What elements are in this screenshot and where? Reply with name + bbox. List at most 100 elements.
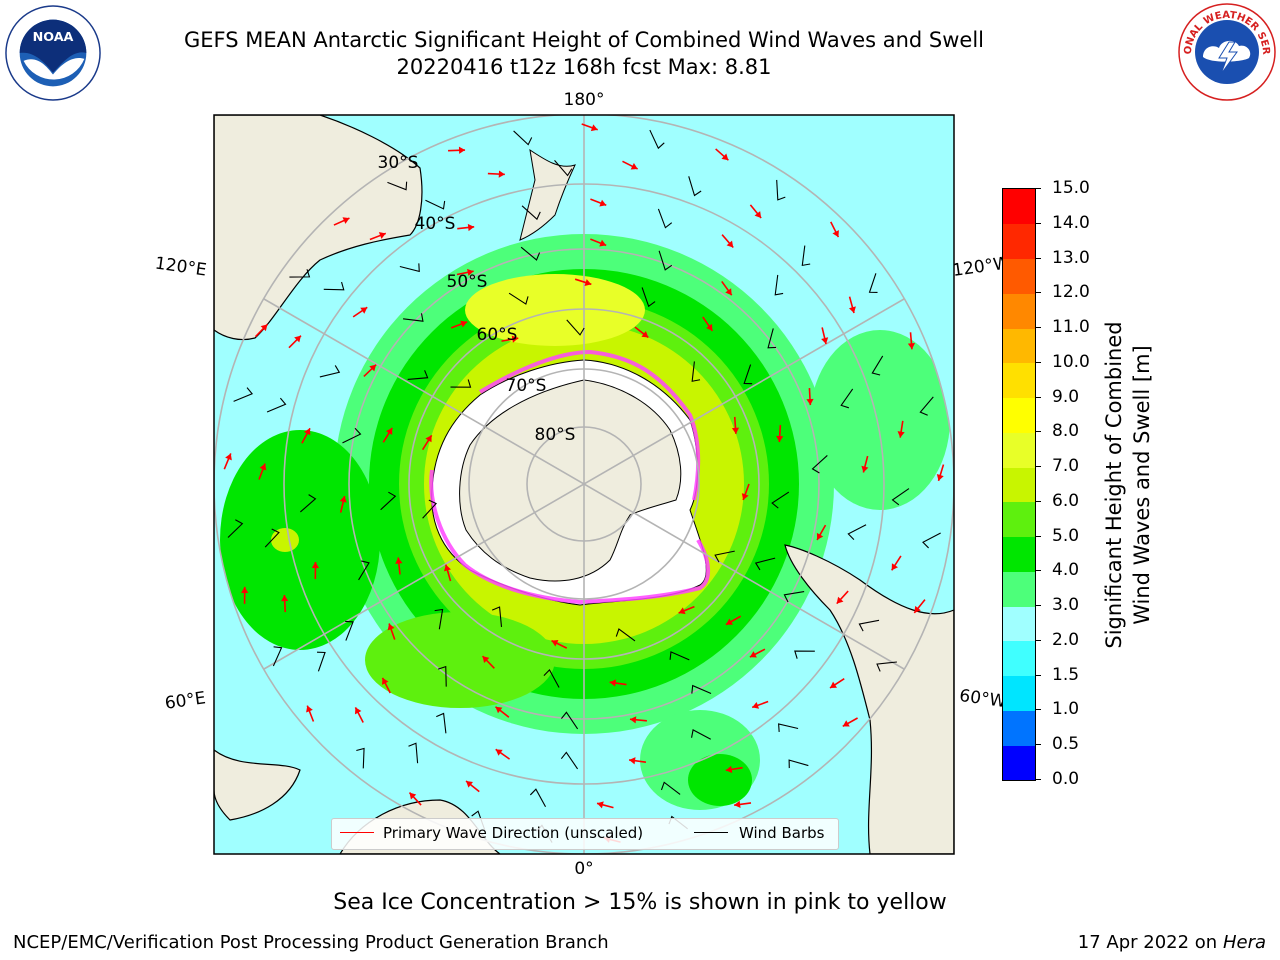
wave-direction-arrow xyxy=(590,238,607,247)
wave-direction-arrow xyxy=(715,148,729,161)
colorbar-tick-label: 11.0 xyxy=(1052,317,1090,338)
wave-direction-arrow xyxy=(821,327,829,345)
graticule xyxy=(214,115,954,854)
colorbar-tick-label: 12.0 xyxy=(1052,282,1090,303)
wave-direction-arrow xyxy=(481,655,495,669)
colorbar-tick-label: 4.0 xyxy=(1052,560,1080,581)
wave-direction-arrow xyxy=(339,495,347,513)
colorbar-segment xyxy=(1003,710,1035,746)
colorbar-tick-label: 14.0 xyxy=(1052,212,1090,233)
wave-direction-arrow xyxy=(907,332,916,350)
colorbar-tick xyxy=(1035,431,1041,433)
wave-direction-arrow xyxy=(387,623,396,640)
colorbar-tick xyxy=(1035,605,1041,607)
chart-title: GEFS MEAN Antarctic Significant Height o… xyxy=(183,28,985,52)
wave-direction-arrow xyxy=(725,615,742,626)
wind-barb xyxy=(356,747,365,769)
wind-barb xyxy=(437,665,447,687)
wave-direction-arrow xyxy=(465,780,480,793)
colorbar-segment xyxy=(1003,606,1035,642)
wind-barb xyxy=(560,751,579,770)
wind-barb xyxy=(657,208,673,229)
wave-direction-arrow xyxy=(581,123,598,132)
wave-direction-arrow xyxy=(741,483,750,501)
wave-direction-arrow xyxy=(629,716,647,724)
wind-barb xyxy=(508,292,529,305)
wind-barb xyxy=(743,364,753,385)
wind-barb xyxy=(266,397,287,413)
wave-direction-arrow xyxy=(721,280,733,296)
wind-barb xyxy=(380,491,397,511)
colorbar-tick xyxy=(1035,292,1041,294)
wave-direction-arrow xyxy=(352,306,368,318)
wind-barb xyxy=(560,711,579,730)
wave-direction-arrow xyxy=(596,801,614,809)
wave-direction-arrow xyxy=(842,717,858,728)
wave-direction-arrow xyxy=(830,221,840,238)
wave-direction-arrow xyxy=(751,700,769,709)
colorbar-tick-label: 9.0 xyxy=(1052,386,1080,407)
lon-label-60w: 60°W xyxy=(958,686,1007,712)
legend-swatch-wind xyxy=(694,832,728,833)
wave-direction-arrow xyxy=(281,595,289,613)
wave-direction-arrow xyxy=(354,706,364,723)
colorbar-segment xyxy=(1003,189,1035,225)
colorbar-tick-label: 7.0 xyxy=(1052,456,1080,477)
colorbar-title-line2: Wind Waves and Swell [m] xyxy=(1130,345,1154,625)
colorbar-tick xyxy=(1035,396,1041,398)
wind-barb xyxy=(436,712,447,734)
colorbar-tick xyxy=(1035,500,1041,502)
credit-text: NCEP/EMC/Verification Post Processing Pr… xyxy=(13,932,609,953)
date-value: 17 Apr 2022 on xyxy=(1077,932,1223,953)
wave-direction-arrow xyxy=(678,605,695,615)
wave-direction-arrow xyxy=(444,564,452,582)
wind-barb xyxy=(520,246,541,261)
colorbar-segment xyxy=(1003,571,1035,607)
wave-direction-arrow xyxy=(450,320,468,329)
lat-label-70s: 70°S xyxy=(506,376,547,396)
wind-barb xyxy=(658,250,673,271)
colorbar-tick xyxy=(1035,744,1041,746)
wave-direction-arrow xyxy=(333,217,350,226)
colorbar-tick xyxy=(1035,188,1041,189)
wind-barb xyxy=(811,455,828,474)
colorbar-tick xyxy=(1035,222,1041,224)
colorbar-segment xyxy=(1003,640,1035,677)
wind-barb xyxy=(358,560,370,581)
wave-direction-arrow xyxy=(494,706,510,718)
wave-direction-arrow xyxy=(395,557,403,575)
wind-barb xyxy=(714,550,735,563)
wind-barb xyxy=(319,365,341,378)
colorbar-segment xyxy=(1003,501,1035,538)
wave-direction-arrow xyxy=(749,648,766,658)
colorbar-segment xyxy=(1003,223,1035,259)
lat-label-50s: 50°S xyxy=(447,272,488,292)
wave-direction-arrow xyxy=(487,170,505,178)
lat-label-60s: 60°S xyxy=(477,325,518,345)
wind-barb xyxy=(641,287,656,308)
colorbar-tick-label: 15.0 xyxy=(1052,178,1090,198)
colorbar-tick-label: 0.0 xyxy=(1052,769,1080,789)
colorbar-tick-label: 8.0 xyxy=(1052,421,1080,442)
wind-barb xyxy=(767,328,777,349)
wind-barb xyxy=(403,313,424,322)
wave-direction-arrow xyxy=(408,792,422,806)
colorbar-title: Significant Height of Combined Wind Wave… xyxy=(1100,185,1156,785)
colorbar-tick xyxy=(1035,257,1041,259)
wave-arrow-layer xyxy=(223,123,945,843)
colorbar-tick-label: 3.0 xyxy=(1052,595,1080,616)
wind-barb xyxy=(776,179,786,201)
wave-direction-arrow xyxy=(381,677,391,694)
colorbar-tick-label: 2.0 xyxy=(1052,629,1080,650)
legend-swatch-wave xyxy=(340,832,374,833)
wind-barb xyxy=(513,130,533,146)
wave-direction-arrow xyxy=(551,639,568,649)
colorbar-tick xyxy=(1035,639,1041,641)
colorbar-tick xyxy=(1035,327,1041,329)
colorbar-segment xyxy=(1003,258,1035,294)
wind-barb xyxy=(399,263,420,273)
wave-direction-arrow xyxy=(382,427,393,443)
wave-direction-arrow xyxy=(848,296,856,314)
wind-barb xyxy=(771,491,790,509)
